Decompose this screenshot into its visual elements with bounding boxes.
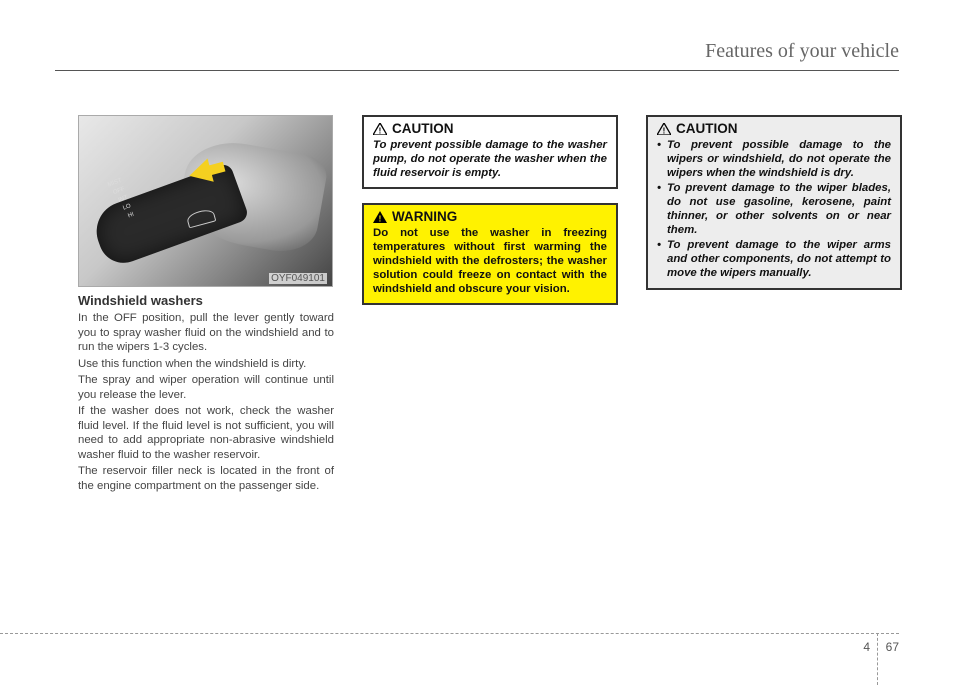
subheading-windshield-washers: Windshield washers — [78, 293, 334, 308]
paragraph: If the washer does not work, check the w… — [78, 404, 334, 462]
figure-lever-graphic — [88, 162, 249, 270]
manual-page: Features of your vehicle MIST OFF INT LO… — [0, 0, 954, 685]
figure-code-label: OYF049101 — [269, 273, 327, 284]
figure-windshield-washer-lever: MIST OFF INT LO HI OYF049101 — [78, 115, 333, 287]
svg-text:!: ! — [379, 126, 382, 135]
svg-text:!: ! — [379, 214, 382, 223]
paragraph: The reservoir filler neck is located in … — [78, 464, 334, 493]
column-3: ! CAUTION To prevent possible damage to … — [646, 115, 902, 495]
caution-box-wipers: ! CAUTION To prevent possible damage to … — [646, 115, 902, 290]
footer-dashed-rule — [0, 633, 899, 634]
svg-text:!: ! — [663, 126, 666, 135]
caution-title: ! CAUTION — [373, 121, 607, 136]
paragraph: The spray and wiper operation will conti… — [78, 373, 334, 402]
warning-box-freezing: ! WARNING Do not use the washer in freez… — [362, 203, 618, 305]
caution-body-list: To prevent possible damage to the wipers… — [657, 138, 891, 280]
section-title: Features of your vehicle — [705, 40, 899, 63]
caution-list-item: To prevent damage to the wiper blades, d… — [657, 181, 891, 237]
column-2: ! CAUTION To prevent possible damage to … — [362, 115, 618, 495]
warning-title-text: WARNING — [392, 209, 457, 224]
caution-title: ! CAUTION — [657, 121, 891, 136]
caution-list-item: To prevent possible damage to the wipers… — [657, 138, 891, 180]
footer-page-number: 67 — [886, 640, 899, 654]
warning-triangle-icon: ! — [373, 211, 387, 223]
warning-triangle-icon: ! — [373, 123, 387, 135]
header-rule — [55, 70, 899, 71]
paragraph: In the OFF position, pull the lever gent… — [78, 311, 334, 355]
caution-list-item: To prevent damage to the wiper arms and … — [657, 238, 891, 280]
warning-triangle-icon: ! — [657, 123, 671, 135]
footer-vertical-dash — [877, 633, 878, 685]
column-1: MIST OFF INT LO HI OYF049101 Windshield … — [78, 115, 334, 495]
caution-title-text: CAUTION — [392, 121, 454, 136]
warning-title: ! WARNING — [373, 209, 607, 224]
paragraph: Use this function when the windshield is… — [78, 357, 334, 372]
caution-body: To prevent possible damage to the washer… — [373, 138, 607, 180]
warning-body: Do not use the washer in freezing temper… — [373, 226, 607, 296]
caution-box-washer-pump: ! CAUTION To prevent possible damage to … — [362, 115, 618, 189]
caution-title-text: CAUTION — [676, 121, 738, 136]
footer-chapter-number: 4 — [863, 640, 870, 654]
content-columns: MIST OFF INT LO HI OYF049101 Windshield … — [78, 115, 899, 495]
